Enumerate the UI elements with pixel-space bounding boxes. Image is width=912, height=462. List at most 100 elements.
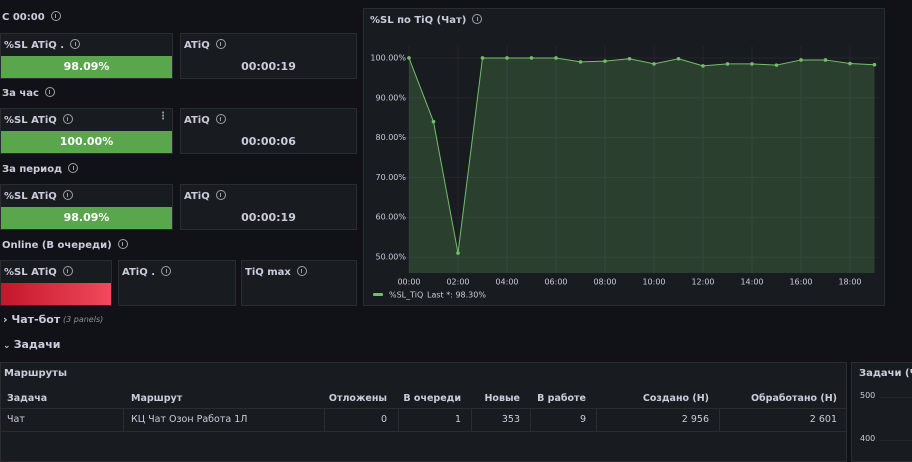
cell-border xyxy=(123,409,124,431)
x-tick-label: 14:00 xyxy=(740,278,763,287)
x-tick-label: 18:00 xyxy=(838,278,861,287)
column-header[interactable]: Создано (Н) xyxy=(642,393,709,404)
data-point xyxy=(652,62,656,66)
stat-panel: ATiQ 00:00:06 xyxy=(180,108,357,154)
grid-line xyxy=(880,397,912,398)
x-tick-label: 08:00 xyxy=(593,278,616,287)
x-tick-label: 00:00 xyxy=(397,278,420,287)
info-icon[interactable] xyxy=(62,114,73,124)
table-title: Маршруты xyxy=(4,368,67,379)
panel-title: %SL ATiQ xyxy=(4,191,57,202)
side-title: Задачи (Чат xyxy=(859,368,912,379)
x-tick-label: 16:00 xyxy=(789,278,812,287)
legend-name: %SL_TiQ xyxy=(389,291,423,300)
section-label-wrap: Online (В очереди) xyxy=(2,239,128,251)
y-tick-label: 100.00% xyxy=(370,53,406,62)
info-icon[interactable] xyxy=(70,39,81,49)
panel-title: ATiQ . xyxy=(122,267,155,278)
x-tick-label: 06:00 xyxy=(544,278,567,287)
y-tick-label: 50.00% xyxy=(375,253,406,262)
column-header[interactable]: Новые xyxy=(484,393,520,404)
table-cell: 1 xyxy=(454,414,461,425)
table-cell: 2 956 xyxy=(681,414,709,425)
column-header[interactable]: Обработано (Н) xyxy=(750,393,837,404)
row-border xyxy=(1,431,846,432)
data-point xyxy=(848,61,852,66)
column-header[interactable]: Отложены xyxy=(328,393,387,404)
data-point xyxy=(627,56,632,61)
row-header[interactable]: ⌄ Задачи xyxy=(3,338,61,351)
series-area xyxy=(409,57,875,273)
data-point xyxy=(529,56,534,60)
data-point xyxy=(774,63,779,67)
info-icon[interactable] xyxy=(215,114,226,124)
x-tick-label: 10:00 xyxy=(642,278,665,287)
stat-value: 98.09% xyxy=(1,56,172,78)
stat-bar xyxy=(1,283,111,305)
data-point xyxy=(872,62,877,67)
info-icon[interactable] xyxy=(472,14,483,24)
panel-title: ATiQ xyxy=(184,40,210,51)
panel-title-wrap: ATiQ xyxy=(184,39,226,51)
stat-value: 00:00:06 xyxy=(241,135,296,148)
stat-panel: ATiQ 00:00:19 xyxy=(180,33,357,79)
table-cell: Чат xyxy=(7,414,25,425)
x-tick-label: 02:00 xyxy=(446,278,469,287)
table-cell: 0 xyxy=(380,414,387,425)
grid-line xyxy=(880,440,912,441)
row-header[interactable]: › Чат-бот xyxy=(3,313,61,326)
chart-title: %SL по TiQ (Чат) xyxy=(370,15,467,26)
data-point xyxy=(407,56,411,60)
stat-panel: %SL ATiQ 98.09% xyxy=(0,184,173,230)
legend-calc: Last *: 98.30% xyxy=(427,291,486,300)
panel-title-wrap: ATiQ xyxy=(184,190,226,202)
info-icon[interactable] xyxy=(62,190,73,200)
side-panel: Задачи (Чат 500 400 xyxy=(851,362,912,462)
column-header[interactable]: В работе xyxy=(537,393,586,404)
data-point xyxy=(823,58,828,62)
cell-border xyxy=(530,409,531,431)
chart-title-wrap: %SL по TiQ (Чат) xyxy=(370,14,483,26)
panel-title-wrap: %SL ATiQ xyxy=(4,266,73,278)
table-panel: Маршруты Задача Маршрут Отложены В очереди Но… xyxy=(0,362,847,462)
cell-border xyxy=(398,409,399,431)
panel-title-wrap: ATiQ xyxy=(184,114,226,126)
info-icon[interactable] xyxy=(215,39,226,49)
dashboard: С 00:00 %SL ATiQ . 98.09% ATiQ 00:00:19 За ча… xyxy=(0,8,912,462)
info-icon[interactable] xyxy=(215,190,226,200)
table-cell: 2 601 xyxy=(809,414,837,425)
column-header[interactable]: Маршрут xyxy=(131,393,183,404)
column-header[interactable]: В очереди xyxy=(403,393,461,404)
panel-title-wrap: ATiQ . xyxy=(122,266,171,278)
series-line xyxy=(408,57,875,254)
info-icon[interactable] xyxy=(68,163,79,173)
info-icon[interactable] xyxy=(117,239,128,249)
panel-title: ATiQ xyxy=(184,191,210,202)
info-icon[interactable] xyxy=(44,87,55,97)
section-label-wrap: С 00:00 xyxy=(2,11,61,23)
info-icon[interactable] xyxy=(50,11,61,21)
chart: 50.00% 60.00% 70.00% 80.00% 90.00% 100.00% 00:… xyxy=(370,46,880,300)
info-icon[interactable] xyxy=(62,266,73,276)
panel-title: %SL ATiQ xyxy=(4,115,57,126)
data-point xyxy=(799,58,803,62)
column-header[interactable]: Задача xyxy=(7,393,48,404)
data-point xyxy=(701,64,705,68)
section-label: За час xyxy=(2,88,39,99)
y-tick-label: 70.00% xyxy=(375,173,406,182)
panel-menu[interactable]: ⋮ xyxy=(158,111,168,122)
info-icon[interactable] xyxy=(161,266,171,276)
panel-title: %SL ATiQ xyxy=(4,267,57,278)
stat-value: 100.00% xyxy=(1,131,172,153)
section-label-wrap: За час xyxy=(2,87,55,99)
data-point xyxy=(750,62,754,66)
data-point xyxy=(431,119,436,124)
stat-value: 98.09% xyxy=(1,207,172,229)
data-point xyxy=(554,56,558,60)
chart-panel: %SL по TiQ (Чат) 50.00% 60.00% 70.00% 80.00%… xyxy=(363,8,885,306)
stat-value: 00:00:19 xyxy=(241,211,296,224)
info-icon[interactable] xyxy=(296,266,307,276)
panel-title: ATiQ xyxy=(184,115,210,126)
header-border xyxy=(1,408,846,409)
panel-title-wrap: %SL ATiQ . xyxy=(4,39,81,51)
